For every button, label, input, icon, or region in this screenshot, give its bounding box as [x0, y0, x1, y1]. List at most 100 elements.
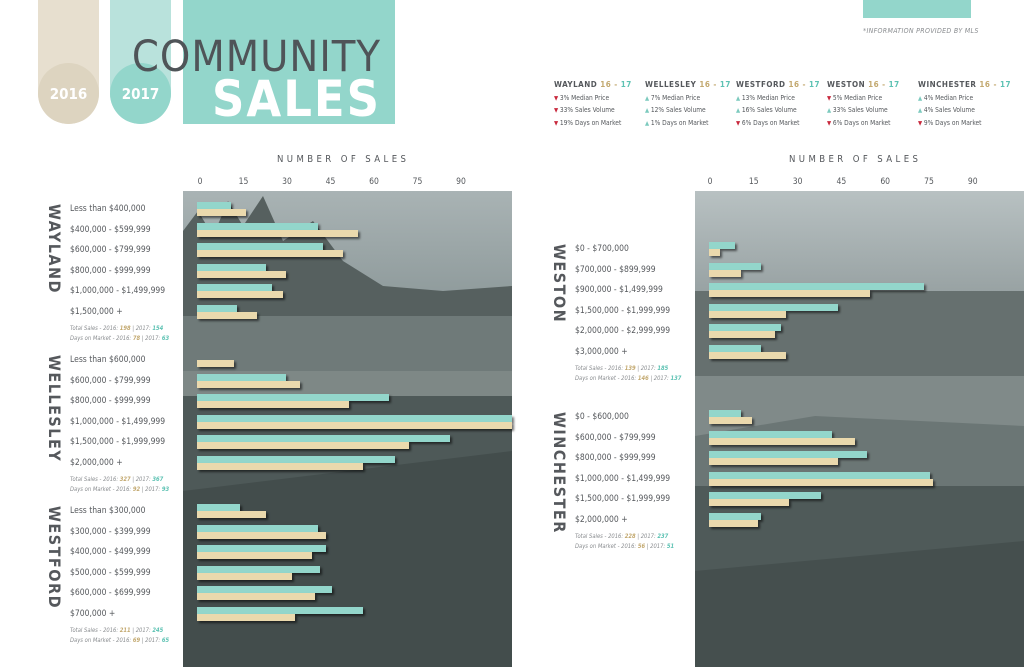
up-arrow-icon: ▲ [736, 94, 742, 102]
accent-bar [863, 0, 971, 18]
bar-2016 [197, 572, 292, 580]
bar-2016 [197, 250, 344, 257]
bar-2017 [197, 263, 266, 271]
x-tick-label: 75 [412, 177, 423, 187]
bar-2017 [709, 324, 781, 331]
total-sales-summary: Total Sales - 2016: 139 | 2017: 185 [575, 366, 668, 372]
bar-2017 [709, 410, 741, 417]
stat-year-17: 17 [888, 80, 900, 89]
down-arrow-icon: ▼ [554, 119, 560, 127]
stat-year-17: 17 [809, 80, 821, 89]
bar-2017 [709, 512, 761, 520]
bar-2016 [197, 552, 312, 559]
stat-text: 19% Days on Market [559, 118, 622, 127]
stat-line: ▼ 19% Days on Market [554, 119, 646, 127]
days-on-market-2016: 78 [132, 336, 141, 342]
price-range-label: $1,000,000 - $1,499,999 [575, 473, 671, 484]
up-arrow-icon: ▲ [645, 107, 651, 114]
total-sales-summary: Total Sales - 2016: 327 | 2017: 367 [70, 477, 163, 483]
bar-2016 [709, 417, 753, 424]
bar-2016 [197, 229, 358, 237]
bar-2017 [197, 373, 286, 381]
summary-label: Days on Market - 2016: [575, 544, 638, 550]
bar-2017 [197, 222, 318, 230]
total-sales-2016: 228 [624, 534, 636, 540]
summary-sep: | 2017: [635, 534, 658, 540]
price-range-label: $1,500,000 - $1,999,999 [70, 437, 166, 447]
bar-2016 [197, 311, 258, 319]
stat-town-name: WESTON [827, 80, 869, 89]
summary-sep: | 2017: [130, 326, 153, 332]
summary-sep: | 2017: [130, 628, 153, 634]
total-sales-summary: Total Sales - 2016: 228 | 2017: 237 [575, 534, 668, 540]
summary-sep: | 2017: [635, 366, 658, 372]
down-arrow-icon: ▼ [827, 119, 833, 127]
stat-year-sep: - [611, 80, 621, 89]
axis-title-right: NUMBER OF SALES [789, 154, 922, 165]
town-label-wellesley: WELLESLEY [45, 355, 64, 463]
bar-2016 [709, 249, 721, 256]
summary-label: Total Sales - 2016: [70, 628, 120, 634]
bar-2016 [197, 593, 315, 600]
bar-2017 [197, 606, 364, 614]
price-range-label: $600,000 - $799,999 [575, 432, 656, 443]
stat-text: 6% Days on Market [832, 118, 891, 127]
up-arrow-icon: ▲ [827, 107, 833, 114]
bar-2016 [709, 351, 787, 359]
stat-year-16: 16 [979, 80, 991, 89]
price-range-label: $500,000 - $599,999 [70, 567, 151, 578]
x-tick-label: 45 [836, 177, 847, 187]
stat-wayland: WAYLAND 16 - 17 ▼ 3% Median Price ▼ 33% Sa… [554, 80, 646, 127]
stat-title: WINCHESTER 16 - 17 [918, 80, 1010, 89]
summary-label: Days on Market - 2016: [70, 487, 133, 493]
bar-2016 [197, 462, 364, 470]
price-range-label: $1,500,000 + [70, 306, 123, 317]
stat-winchester: WINCHESTER 16 - 17 ▲ 4% Median Price ▲ 4% … [918, 80, 1010, 127]
summary-sep: | 2017: [648, 376, 671, 382]
up-arrow-icon: ▲ [645, 119, 651, 127]
down-arrow-icon: ▼ [918, 119, 924, 127]
bar-2017 [197, 565, 321, 573]
summary-sep: | 2017: [140, 336, 162, 342]
stat-line: ▼ 5% Median Price [827, 94, 919, 102]
summary-sep: | 2017: [140, 638, 162, 644]
stat-year-sep: - [710, 80, 720, 89]
down-arrow-icon: ▼ [827, 94, 833, 102]
x-tick-label: 0 [197, 177, 203, 187]
days-on-market-2016: 92 [132, 487, 141, 493]
stat-line: ▲ 16% Sales Volume [736, 106, 828, 114]
stat-line: ▲ 13% Median Price [736, 94, 828, 102]
total-sales-2016: 198 [119, 326, 131, 332]
stat-text: 3% Median Price [559, 93, 610, 102]
down-arrow-icon: ▼ [554, 107, 560, 114]
bar-2017 [197, 455, 396, 463]
year-2016-tab[interactable]: 2016 [38, 0, 99, 124]
price-range-label: Less than $400,000 [70, 204, 146, 214]
summary-label: Total Sales - 2016: [70, 477, 120, 483]
stat-text: 16% Sales Volume [741, 106, 797, 114]
bar-2017 [197, 202, 232, 209]
price-range-label: $2,000,000 + [70, 457, 123, 468]
stat-line: ▲ 4% Median Price [918, 94, 1010, 102]
stat-line: ▲ 1% Days on Market [645, 119, 737, 127]
total-sales-summary: Total Sales - 2016: 198 | 2017: 154 [70, 326, 163, 332]
total-sales-2017: 237 [657, 534, 669, 540]
bar-2017 [197, 304, 238, 312]
year-2017-tab[interactable]: 2017 [110, 0, 171, 124]
bar-2016 [197, 291, 284, 298]
x-tick-label: 45 [325, 177, 336, 187]
bar-2017 [709, 303, 839, 311]
summary-label: Days on Market - 2016: [70, 638, 133, 644]
bar-2016 [197, 442, 410, 449]
bar-2016 [197, 511, 266, 518]
price-range-label: Less than $300,000 [70, 506, 146, 516]
up-arrow-icon: ▲ [736, 107, 742, 114]
landscape-photo-right [695, 191, 1024, 667]
stat-town-name: WESTFORD [736, 80, 789, 89]
bar-2017 [197, 414, 512, 422]
down-arrow-icon: ▼ [736, 119, 742, 127]
stat-year-16: 16 [600, 80, 612, 89]
days-on-market-summary: Days on Market - 2016: 92 | 2017: 93 [70, 487, 169, 493]
stat-year-16: 16 [788, 80, 800, 89]
summary-sep: | 2017: [645, 544, 667, 550]
